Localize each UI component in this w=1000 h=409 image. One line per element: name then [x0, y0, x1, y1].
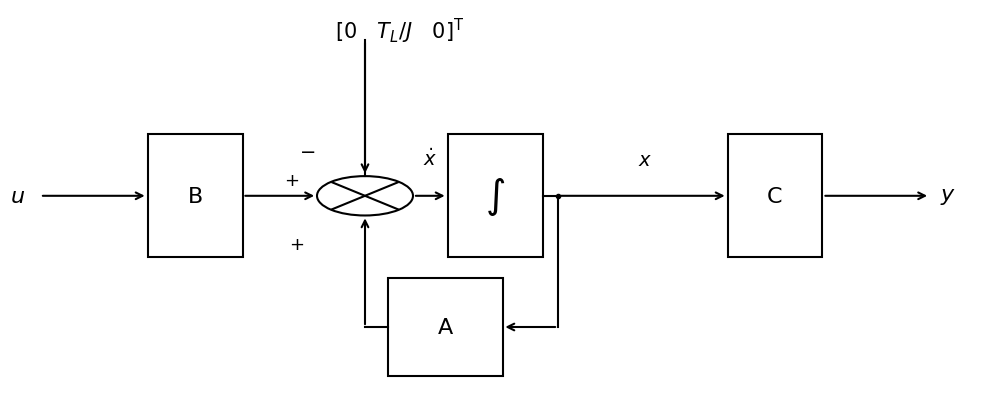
Text: $u$: $u$	[10, 187, 25, 206]
Text: +: +	[290, 236, 305, 254]
Text: $\int$: $\int$	[485, 175, 505, 217]
Text: C: C	[767, 187, 783, 206]
Text: $-$: $-$	[299, 141, 315, 160]
Text: $y$: $y$	[940, 187, 956, 206]
Bar	[388, 278, 503, 376]
Text: B: B	[187, 187, 203, 206]
Text: +: +	[285, 172, 300, 190]
Text: $\dot{x}$: $\dot{x}$	[423, 148, 437, 170]
Bar	[448, 135, 543, 258]
Text: $[0\quad T_L/J\quad 0]^{\mathrm{T}}$: $[0\quad T_L/J\quad 0]^{\mathrm{T}}$	[335, 16, 465, 45]
Text: $x$: $x$	[638, 151, 652, 170]
Bar	[728, 135, 822, 258]
Bar	[148, 135, 243, 258]
Text: A: A	[437, 317, 453, 337]
